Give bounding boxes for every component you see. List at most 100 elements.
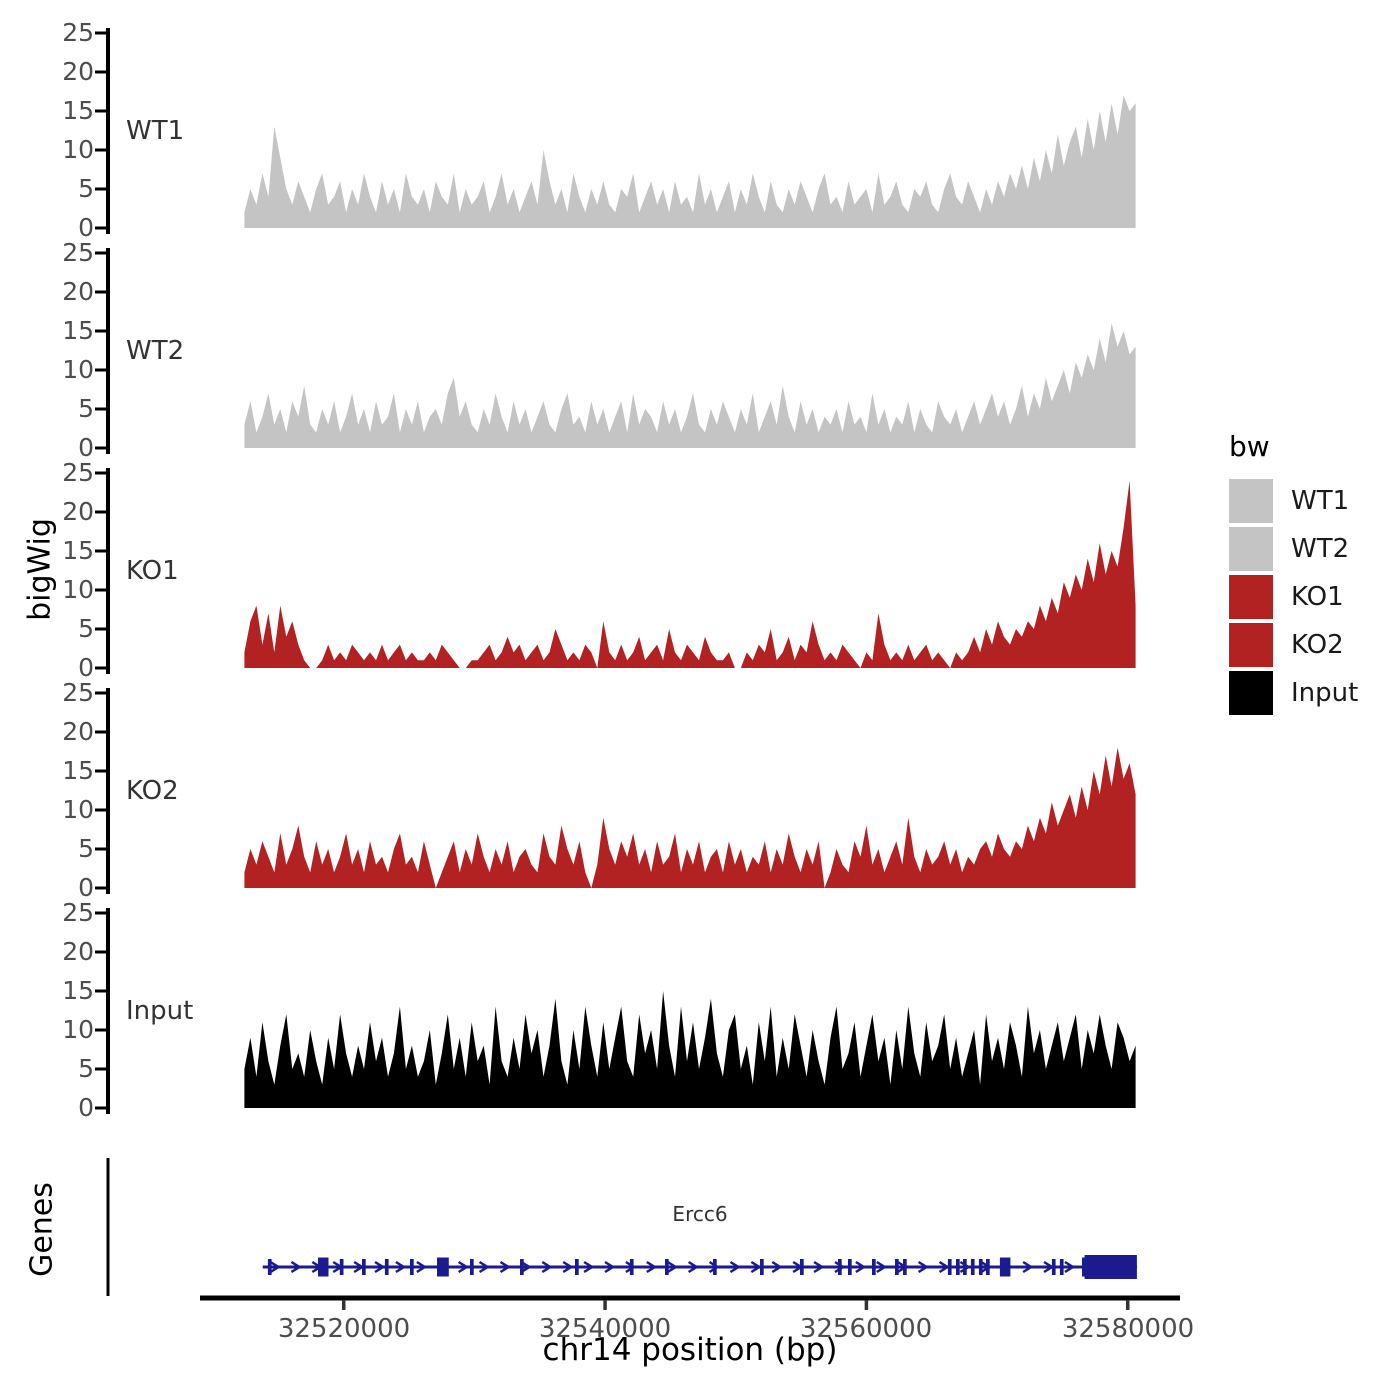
y-tick-label: 15 [62, 316, 94, 345]
y-tick-label: 10 [62, 575, 94, 604]
strand-arrow-icon [625, 1260, 637, 1274]
strand-arrow-icon [604, 1260, 616, 1274]
exon-block [520, 1259, 524, 1275]
legend-swatch-wt1 [1229, 479, 1273, 523]
strand-arrow-icon [374, 1260, 386, 1274]
exon-block [895, 1259, 899, 1275]
exon-block [963, 1259, 967, 1275]
y-tick-label: 25 [62, 458, 94, 487]
y-tick-label: 25 [62, 898, 94, 927]
legend-label-wt1: WT1 [1291, 486, 1350, 516]
x-tick-label: 32580000 [1061, 1314, 1195, 1344]
exon-block [629, 1259, 634, 1275]
y-tick-label: 15 [62, 976, 94, 1005]
legend-title: bw [1229, 430, 1270, 463]
strand-arrow-icon [583, 1260, 595, 1274]
exon-block [760, 1259, 764, 1275]
exon-block [470, 1259, 474, 1275]
legend-label-ko1: KO1 [1291, 582, 1344, 612]
strand-arrow-icon [541, 1260, 553, 1274]
strand-arrow-icon [938, 1260, 950, 1274]
coverage-area-input [244, 991, 1136, 1108]
legend-item-wt2: WT2 [1229, 527, 1358, 571]
exon-block [1051, 1259, 1056, 1275]
y-tick-label: 5 [78, 174, 94, 203]
y-tick-label: 20 [62, 277, 94, 306]
y-tick-label: 5 [78, 1054, 94, 1083]
coverage-area-wt2 [244, 323, 1136, 448]
legend: bw WT1 WT2 KO1 KO2 Input [1229, 430, 1358, 719]
strand-arrow-icon [729, 1260, 741, 1274]
y-tick-label: 15 [62, 536, 94, 565]
legend-label-input: Input [1291, 678, 1359, 708]
exon-block [903, 1259, 907, 1275]
coverage-area-wt1 [244, 95, 1136, 229]
legend-label-wt2: WT2 [1291, 534, 1350, 564]
y-tick-label: 15 [62, 756, 94, 785]
strand-arrow-icon [917, 1260, 929, 1274]
track-label-input: Input [126, 995, 194, 1026]
strand-arrow-icon [1022, 1260, 1034, 1274]
y-tick-label: 0 [78, 873, 94, 902]
track-label-wt1: WT1 [126, 115, 185, 146]
strand-arrow-icon [687, 1260, 699, 1274]
y-tick-label: 20 [62, 57, 94, 86]
legend-swatch-wt2 [1229, 527, 1273, 571]
exon-block [838, 1259, 842, 1275]
strand-arrow-icon [290, 1260, 302, 1274]
coverage-area-ko2 [244, 747, 1136, 888]
track-label-ko1: KO1 [126, 555, 179, 586]
strand-arrow-icon [813, 1260, 825, 1274]
x-tick-label: 32560000 [799, 1314, 933, 1344]
strand-arrow-icon [646, 1260, 658, 1274]
strand-arrow-icon [499, 1260, 511, 1274]
track-label-wt2: WT2 [126, 335, 185, 366]
exon-block [665, 1259, 669, 1275]
y-tick-label: 0 [78, 1093, 94, 1122]
y-tick-label: 25 [62, 678, 94, 707]
y-tick-label: 25 [62, 238, 94, 267]
exon-block [437, 1257, 449, 1277]
exon-block [362, 1259, 366, 1275]
y-tick-label: 10 [62, 355, 94, 384]
exon-block [999, 1257, 1011, 1277]
strand-arrow-icon [771, 1260, 783, 1274]
strand-arrow-icon [1064, 1260, 1076, 1274]
legend-item-input: Input [1229, 671, 1358, 715]
legend-swatch-input [1229, 671, 1273, 715]
strand-arrow-icon [667, 1260, 679, 1274]
exon-block [339, 1259, 344, 1275]
strand-arrow-icon [416, 1260, 428, 1274]
y-tick-label: 20 [62, 937, 94, 966]
exon-block [800, 1259, 804, 1275]
strand-arrow-icon [562, 1260, 574, 1274]
strand-arrow-icon [520, 1260, 532, 1274]
exon-block [1059, 1259, 1064, 1275]
y-tick-label: 5 [78, 834, 94, 863]
strand-arrow-icon [855, 1260, 867, 1274]
y-tick-label: 10 [62, 1015, 94, 1044]
strand-arrow-icon [708, 1260, 720, 1274]
y-tick-label: 25 [62, 18, 94, 47]
coverage-area-ko1 [244, 480, 1136, 668]
y-tick-label: 0 [78, 433, 94, 462]
exon-block [713, 1259, 717, 1275]
exon-block [410, 1259, 414, 1275]
strand-arrow-icon [478, 1260, 490, 1274]
y-tick-label: 5 [78, 394, 94, 423]
legend-label-ko2: KO2 [1291, 630, 1344, 660]
exon-block [1084, 1255, 1137, 1279]
y-tick-label: 20 [62, 497, 94, 526]
strand-arrow-icon [395, 1260, 407, 1274]
legend-swatch-ko1 [1229, 575, 1273, 619]
legend-item-ko1: KO1 [1229, 575, 1358, 619]
exon-block [267, 1259, 272, 1275]
exon-block [970, 1259, 975, 1275]
track-label-ko2: KO2 [126, 775, 179, 806]
y-tick-label: 0 [78, 213, 94, 242]
exon-block [978, 1259, 983, 1275]
strand-arrow-icon [834, 1260, 846, 1274]
y-tick-label: 5 [78, 614, 94, 643]
